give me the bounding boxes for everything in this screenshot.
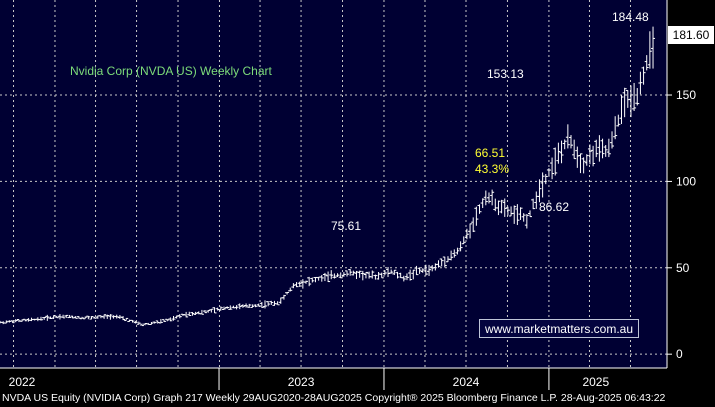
x-axis: 2022 2023 2024 2025 — [0, 367, 715, 390]
x-tick-label: 2023 — [288, 375, 315, 389]
grid-lines — [0, 0, 667, 368]
annotation-high-153: 153.13 — [487, 67, 524, 81]
y-tick-label: 100 — [676, 174, 696, 188]
y-axis: 0 50 100 150 — [666, 0, 696, 368]
x-tick-label: 2024 — [453, 375, 480, 389]
annotation-drop-percent: 43.3% — [475, 162, 510, 176]
last-price-tag: 181.60 — [668, 26, 714, 44]
price-bars — [0, 26, 656, 327]
annotation-low-86: 86.62 — [539, 200, 570, 214]
y-tick-label: 150 — [676, 88, 696, 102]
watermark-link[interactable]: www.marketmatters.com.au — [479, 319, 639, 338]
y-tick-label: 0 — [676, 347, 683, 361]
annotation-high-184: 184.48 — [612, 10, 649, 24]
plot-background — [0, 0, 667, 368]
x-tick-label: 2022 — [9, 375, 36, 389]
y-tick-label: 50 — [676, 261, 690, 275]
x-tick-label: 2025 — [582, 375, 609, 389]
annotation-drop-value: 66.51 — [475, 146, 506, 160]
chart-title: Nvidia Corp (NVDA US) Weekly Chart — [70, 64, 272, 78]
annotation-low-75: 75.61 — [331, 219, 362, 233]
footer-info: NVDA US Equity (NVIDIA Corp) Graph 217 W… — [2, 392, 666, 404]
x-axis-band — [0, 368, 715, 390]
